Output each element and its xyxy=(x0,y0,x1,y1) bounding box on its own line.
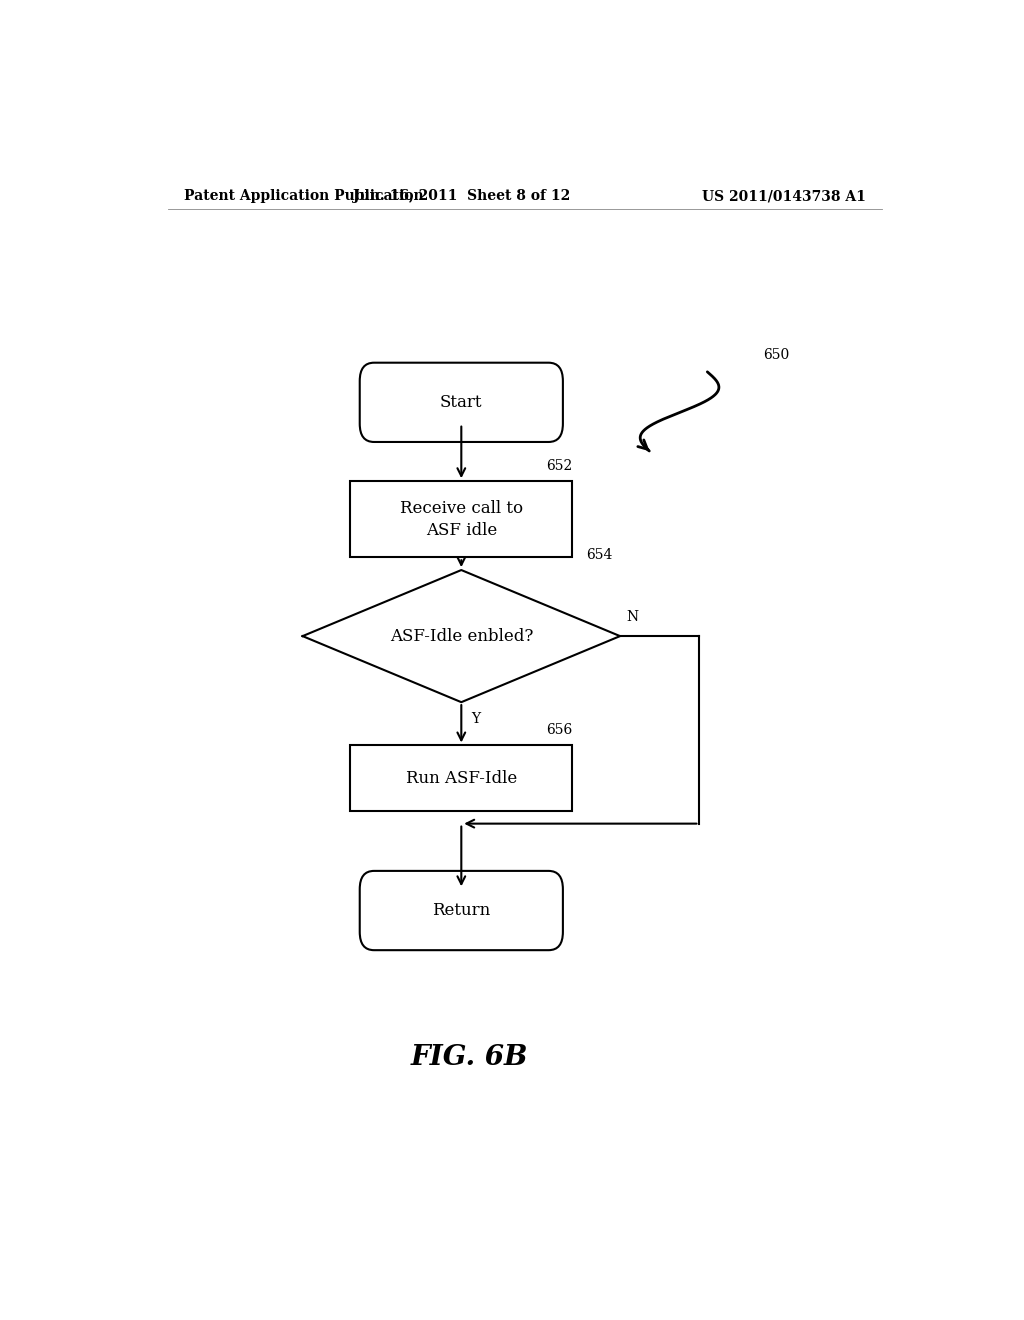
Bar xyxy=(350,480,572,557)
Text: Run ASF-Idle: Run ASF-Idle xyxy=(406,770,517,787)
Text: FIG. 6B: FIG. 6B xyxy=(411,1044,528,1072)
Text: US 2011/0143738 A1: US 2011/0143738 A1 xyxy=(702,189,866,203)
FancyBboxPatch shape xyxy=(359,363,563,442)
Text: Patent Application Publication: Patent Application Publication xyxy=(183,189,423,203)
Text: 654: 654 xyxy=(586,548,612,562)
Text: ASF-Idle enbled?: ASF-Idle enbled? xyxy=(389,627,534,644)
Polygon shape xyxy=(303,570,620,702)
Text: 656: 656 xyxy=(546,723,572,738)
Text: Jun. 16, 2011  Sheet 8 of 12: Jun. 16, 2011 Sheet 8 of 12 xyxy=(352,189,570,203)
FancyBboxPatch shape xyxy=(359,871,563,950)
Text: N: N xyxy=(627,610,639,624)
Text: Start: Start xyxy=(440,393,482,411)
Bar xyxy=(350,746,572,812)
Text: 652: 652 xyxy=(546,459,572,473)
Text: Receive call to
ASF idle: Receive call to ASF idle xyxy=(399,500,523,539)
Text: Return: Return xyxy=(432,902,490,919)
Text: Y: Y xyxy=(471,713,480,726)
Text: 650: 650 xyxy=(763,347,790,362)
